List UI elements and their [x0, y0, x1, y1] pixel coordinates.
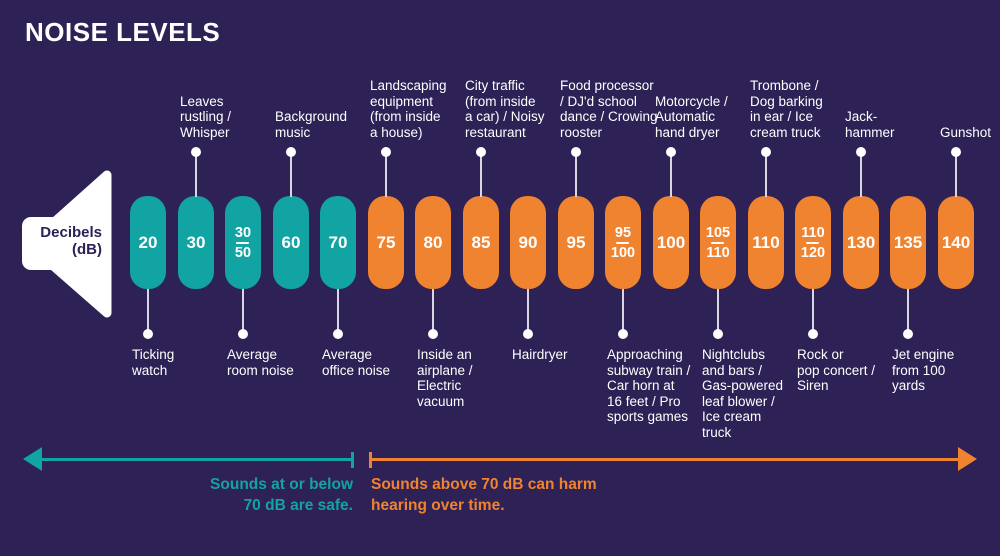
pill-110-120: 110 120	[795, 196, 831, 289]
pill-label-110-120: Rock or pop concert / Siren	[797, 347, 876, 393]
connector-line-20	[147, 289, 149, 334]
range-divider	[236, 241, 250, 244]
pill-label-140: Gunshot	[940, 124, 992, 140]
connector-line-75	[385, 152, 387, 197]
connector-line-90	[527, 289, 529, 334]
connector-dot-130	[856, 147, 866, 157]
connector-line-135	[907, 289, 909, 334]
connector-line-80	[432, 289, 434, 334]
pill-label-90: Hairdryer	[512, 347, 568, 362]
safe-arrow-endcap	[351, 452, 354, 468]
connector-dot-95	[571, 147, 581, 157]
pill-140: 140	[938, 196, 974, 289]
connector-dot-110-120	[808, 329, 818, 339]
connector-dot-80	[428, 329, 438, 339]
safe-zone-caption: Sounds at or below 70 dB are safe.	[210, 476, 353, 514]
pill-80: 80	[415, 196, 451, 289]
connector-dot-30	[191, 147, 201, 157]
connector-dot-135	[903, 329, 913, 339]
pill-70: 70	[320, 196, 356, 289]
connector-line-30	[195, 152, 197, 197]
pill-label-100: Motorcycle / Automatic hand dryer	[655, 93, 728, 140]
page-title: NOISE LEVELS	[25, 17, 221, 47]
pill-135: 135	[890, 196, 926, 289]
pill-label-70: Average office noise	[322, 347, 391, 378]
pill-130: 130	[843, 196, 879, 289]
pill-label-95-100: Approaching subway train / Car horn at 1…	[607, 347, 691, 424]
pill-label-75: Landscaping equipment (from inside a hou…	[370, 78, 447, 140]
pill-90: 90	[510, 196, 546, 289]
pill-30-50: 30 50	[225, 196, 261, 289]
pill-label-135: Jet engine from 100 yards	[892, 347, 955, 393]
connector-dot-70	[333, 329, 343, 339]
harm-zone-caption: Sounds above 70 dB can harm hearing over…	[371, 476, 597, 514]
pill-label-20: Ticking watch	[132, 347, 175, 378]
pill-95-100: 95 100	[605, 196, 641, 289]
connector-line-130	[860, 152, 862, 197]
pill-label-95: Food processor / DJ'd school dance / Cro…	[560, 78, 658, 140]
pill-110: 110	[748, 196, 784, 289]
harm-arrow-endcap	[369, 452, 372, 468]
harm-arrowhead-right-icon	[958, 447, 977, 471]
range-divider	[806, 241, 820, 244]
connector-line-85	[480, 152, 482, 197]
connector-line-140	[955, 152, 957, 197]
safe-arrow-line	[40, 458, 352, 461]
connector-dot-140	[951, 147, 961, 157]
connector-line-30-50	[242, 289, 244, 334]
connector-line-60	[290, 152, 292, 197]
connector-line-95	[575, 152, 577, 197]
pill-label-60: Background music	[275, 109, 348, 140]
connector-dot-30-50	[238, 329, 248, 339]
pill-label-30-50: Average room noise	[227, 347, 294, 378]
connector-line-95-100	[622, 289, 624, 334]
connector-line-70	[337, 289, 339, 334]
pill-105-110: 105 110	[700, 196, 736, 289]
connector-dot-85	[476, 147, 486, 157]
connector-line-105-110	[717, 289, 719, 334]
connector-dot-20	[143, 329, 153, 339]
pill-label-130: Jack- hammer	[845, 109, 895, 140]
pill-75: 75	[368, 196, 404, 289]
connector-dot-100	[666, 147, 676, 157]
connector-line-110	[765, 152, 767, 197]
pill-100: 100	[653, 196, 689, 289]
pill-label-85: City traffic (from inside a car) / Noisy…	[465, 78, 545, 140]
harm-arrow-line	[371, 458, 959, 461]
pill-60: 60	[273, 196, 309, 289]
connector-line-110-120	[812, 289, 814, 334]
connector-dot-105-110	[713, 329, 723, 339]
connector-line-100	[670, 152, 672, 197]
safe-arrowhead-left-icon	[23, 447, 42, 471]
pill-85: 85	[463, 196, 499, 289]
pill-20: 20	[130, 196, 166, 289]
pill-label-105-110: Nightclubs and bars / Gas-powered leaf b…	[702, 347, 784, 440]
connector-dot-95-100	[618, 329, 628, 339]
pill-95: 95	[558, 196, 594, 289]
range-divider	[616, 241, 630, 244]
pill-label-30: Leaves rustling / Whisper	[180, 93, 232, 140]
pill-label-110: Trombone / Dog barking in ear / Ice crea…	[750, 78, 823, 140]
connector-dot-90	[523, 329, 533, 339]
pill-label-80: Inside an airplane / Electric vacuum	[417, 347, 473, 409]
pill-30: 30	[178, 196, 214, 289]
connector-dot-75	[381, 147, 391, 157]
decibels-axis-label: Decibels (dB)	[40, 224, 102, 258]
speaker-icon	[22, 170, 112, 318]
connector-dot-60	[286, 147, 296, 157]
connector-dot-110	[761, 147, 771, 157]
range-divider	[711, 241, 725, 244]
